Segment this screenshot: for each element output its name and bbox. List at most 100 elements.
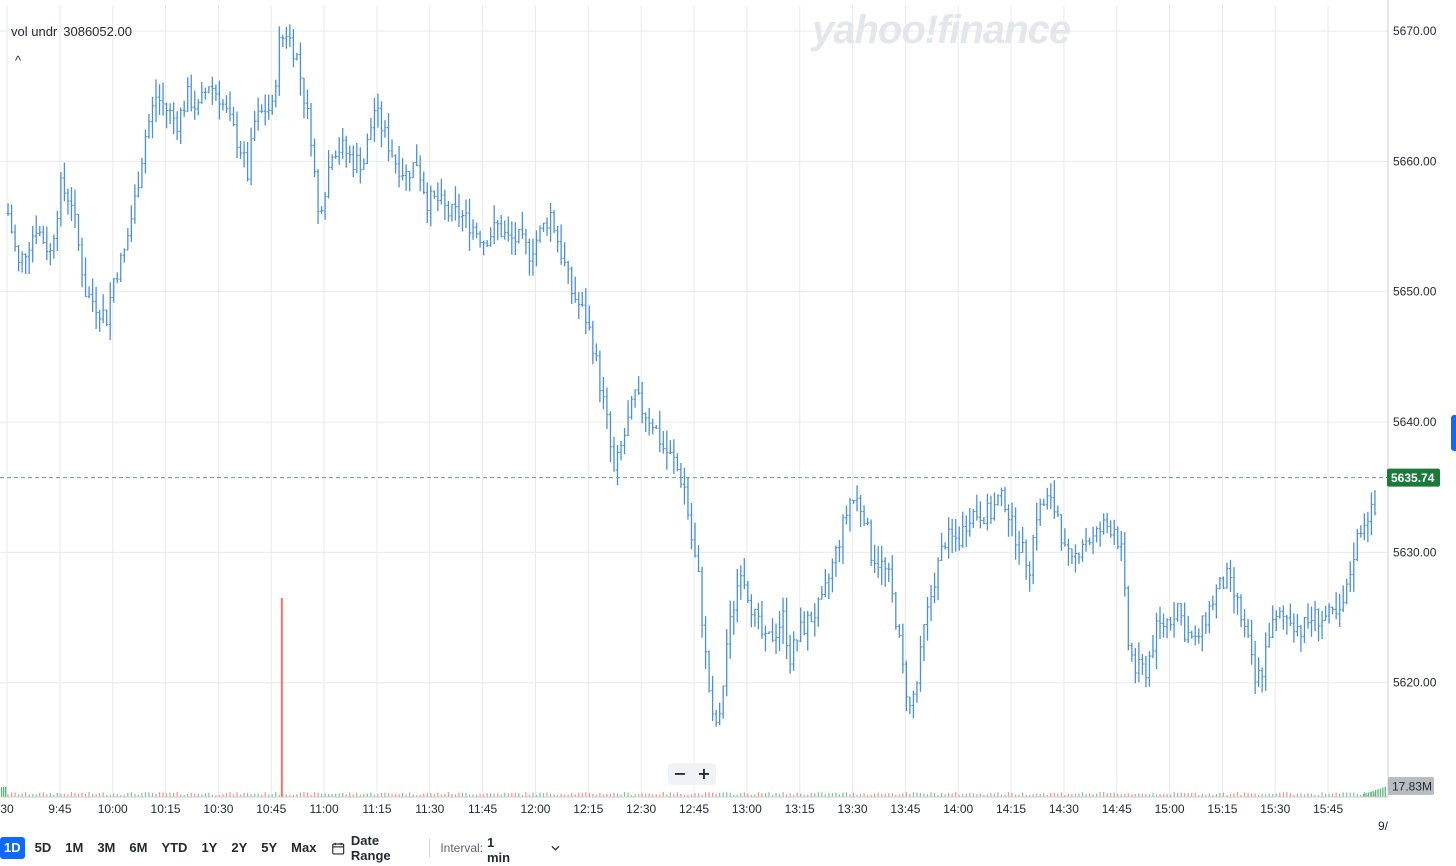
ohlc-bar	[31, 226, 35, 263]
ohlc-bar	[594, 343, 598, 362]
ohlc-bar	[69, 187, 73, 221]
volume-bar	[856, 794, 858, 797]
interval-select[interactable]: Interval: 1 min	[440, 832, 560, 865]
ohlc-bar	[337, 137, 341, 165]
date-range-button[interactable]: Date Range	[332, 833, 419, 863]
volume-bar	[511, 792, 513, 797]
ohlc-bar	[1264, 632, 1268, 691]
volume-bar	[271, 794, 273, 797]
x-tick-label: 11:15	[362, 802, 391, 816]
ohlc-bar	[852, 499, 856, 504]
volume-bar	[1032, 794, 1034, 797]
volume-bar	[1113, 792, 1115, 797]
ohlc-bar	[242, 141, 246, 168]
volume-bar	[1, 787, 3, 797]
volume-bar	[331, 794, 333, 797]
chevron-up-icon[interactable]: ^	[14, 53, 22, 68]
range-button-5d[interactable]: 5D	[34, 840, 52, 855]
volume-bar	[842, 792, 844, 797]
volume-legend: vol undr 3086052.00	[11, 24, 132, 39]
ohlc-bar	[305, 89, 309, 119]
ohlc-bar	[520, 211, 524, 239]
ohlc-bar	[954, 519, 958, 552]
side-panel-handle[interactable]	[1451, 415, 1456, 451]
volume-bar	[641, 793, 643, 797]
ohlc-bar	[732, 600, 736, 635]
volume-bar	[402, 792, 404, 797]
volume-bar	[394, 794, 397, 797]
volume-bar	[197, 793, 199, 797]
x-tick-label: 10:15	[151, 802, 181, 816]
ohlc-bar	[115, 272, 119, 284]
ohlc-bar	[489, 227, 493, 247]
volume-bar	[521, 794, 523, 797]
range-button-1d[interactable]: 1D	[0, 837, 25, 859]
ohlc-bar	[1063, 528, 1067, 547]
range-button-5y[interactable]: 5Y	[261, 840, 278, 855]
range-button-1m[interactable]: 1M	[65, 840, 84, 855]
volume-bar	[571, 793, 573, 797]
ohlc-bar	[545, 217, 549, 236]
ohlc-bar	[1151, 634, 1155, 659]
volume-bar	[1339, 793, 1341, 797]
zoom-in-button[interactable]: +	[692, 763, 716, 785]
volume-bar	[993, 793, 996, 797]
volume-bar	[1039, 794, 1041, 797]
volume-bar	[546, 792, 548, 797]
volume-bar	[500, 794, 502, 797]
ohlc-bar	[513, 222, 517, 255]
volume-bar	[983, 794, 985, 797]
ohlc-bar	[355, 142, 359, 174]
range-button-6m[interactable]: 6M	[129, 840, 148, 855]
range-button-max[interactable]: Max	[291, 840, 317, 855]
volume-bar	[409, 792, 411, 797]
volume-bar	[180, 794, 182, 797]
zoom-out-button[interactable]: −	[668, 763, 692, 785]
ohlc-bar	[161, 82, 165, 116]
ohlc-bar	[84, 257, 88, 298]
ohlc-bar	[108, 282, 112, 341]
volume-bar	[1335, 792, 1337, 797]
volume-bar	[137, 794, 139, 797]
ohlc-bar	[538, 225, 542, 243]
volume-bar	[239, 794, 242, 797]
ohlc-bar	[379, 101, 383, 148]
ohlc-bar	[418, 155, 422, 192]
volume-bar	[895, 794, 897, 797]
volume-bar	[1307, 793, 1309, 797]
ohlc-bar	[136, 171, 140, 198]
range-button-1y[interactable]: 1Y	[201, 840, 218, 855]
volume-bar	[102, 792, 104, 797]
range-button-ytd[interactable]: YTD	[161, 840, 188, 855]
volume-bar	[1384, 786, 1386, 797]
ohlc-bar	[468, 198, 472, 251]
volume-bar	[229, 792, 231, 797]
volume-bar	[380, 792, 383, 797]
ohlc-bar	[429, 185, 433, 227]
volume-bar	[1145, 793, 1147, 797]
volume-bar	[535, 794, 538, 797]
volume-bar	[1117, 793, 1119, 797]
ohlc-bar	[771, 618, 775, 643]
ohlc-bar	[869, 519, 873, 567]
volume-bar	[613, 792, 615, 797]
volume-bar	[225, 793, 228, 797]
ohlc-bar	[890, 555, 894, 603]
ohlc-bar	[830, 558, 834, 593]
volume-bar	[14, 792, 16, 797]
volume-bar	[144, 792, 147, 797]
volume-bar	[10, 792, 13, 797]
ohlc-bar	[1169, 617, 1173, 631]
volume-bar	[817, 792, 819, 797]
legend-value: 3086052.00	[63, 24, 132, 39]
range-button-3m[interactable]: 3M	[97, 840, 116, 855]
range-button-2y[interactable]: 2Y	[231, 840, 248, 855]
ohlc-bar	[809, 611, 813, 623]
volume-bar	[454, 794, 457, 797]
ohlc-bar	[580, 291, 584, 307]
volume-bar	[704, 792, 707, 797]
ohlc-bar	[1028, 561, 1032, 592]
x-tick-label: 10:30	[203, 802, 233, 816]
